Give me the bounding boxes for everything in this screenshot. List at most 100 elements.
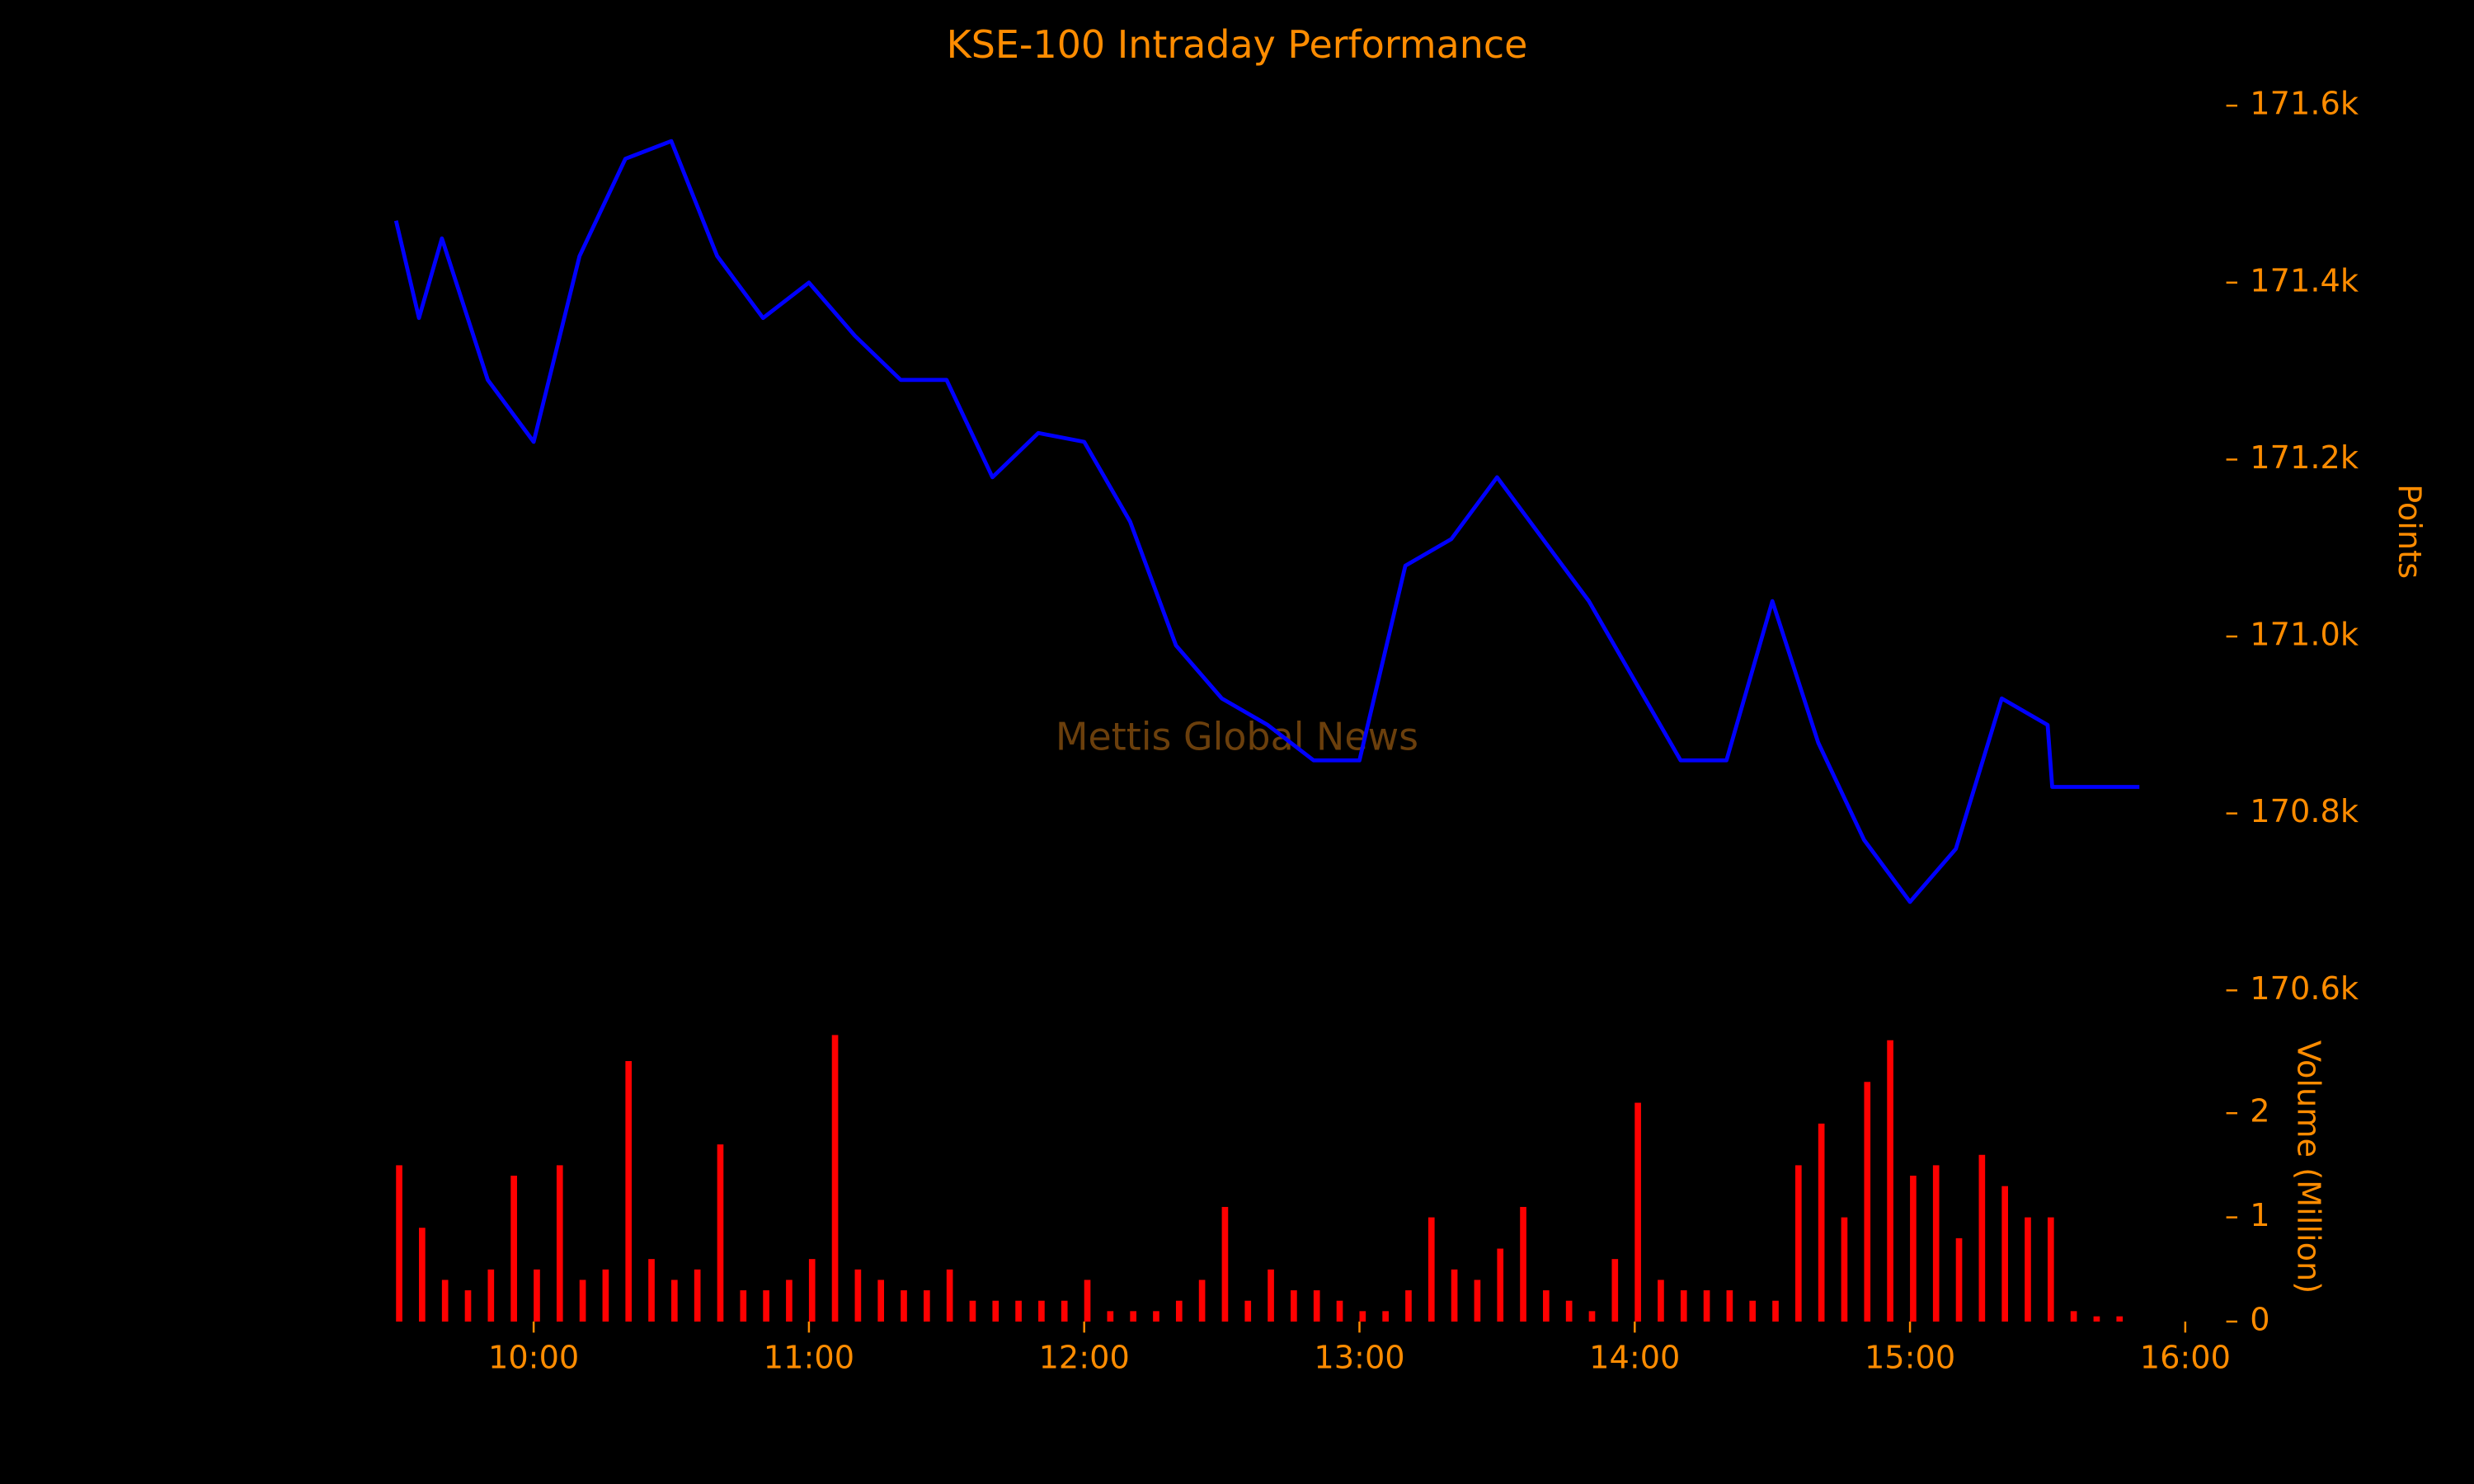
volume-bar xyxy=(625,1061,633,1322)
volume-bar xyxy=(2047,1217,2054,1322)
volume-bar xyxy=(1910,1176,1917,1322)
volume-bar xyxy=(510,1176,517,1322)
volume-bar xyxy=(923,1290,930,1322)
volume-bar xyxy=(1611,1259,1619,1322)
volume-bar xyxy=(2025,1217,2031,1322)
chart-title: KSE-100 Intraday Performance xyxy=(947,22,1528,67)
volume-bar xyxy=(694,1269,701,1322)
volume-bar xyxy=(763,1290,769,1322)
y-tick-label: 171.2k xyxy=(2250,439,2359,477)
y-tick-label: 170.8k xyxy=(2250,793,2359,830)
volume-bar xyxy=(1198,1280,1206,1322)
volume-bar xyxy=(1497,1248,1504,1322)
volume-bar xyxy=(441,1280,449,1322)
volume-bar xyxy=(671,1280,678,1322)
x-tick-label: 14:00 xyxy=(1589,1339,1680,1376)
volume-bar xyxy=(1061,1300,1068,1322)
volume-bar xyxy=(1359,1311,1366,1322)
volume-bar xyxy=(1841,1217,1848,1322)
volume-bar xyxy=(1588,1311,1596,1322)
volume-bar xyxy=(1932,1165,1940,1322)
y-tick-label: 1 xyxy=(2250,1197,2269,1234)
y-tick-label: 2 xyxy=(2250,1093,2269,1130)
volume-bar xyxy=(556,1165,563,1322)
volume-bar xyxy=(2093,1316,2100,1322)
volume-bar xyxy=(1818,1123,1825,1322)
volume-bar xyxy=(786,1280,793,1322)
volume-bar xyxy=(1451,1269,1458,1322)
volume-bar xyxy=(464,1290,472,1322)
y-tick-label: 0 xyxy=(2250,1301,2269,1338)
volume-bar xyxy=(396,1165,402,1322)
volume-bar xyxy=(854,1269,862,1322)
volume-bar xyxy=(2001,1186,2008,1322)
volume-bar xyxy=(717,1144,724,1322)
volume-bar xyxy=(740,1290,747,1322)
volume-bar xyxy=(831,1035,839,1322)
volume-bar xyxy=(969,1300,976,1322)
x-tick-label: 11:00 xyxy=(764,1339,854,1376)
volume-bar xyxy=(1474,1280,1481,1322)
watermark: Mettis Global News xyxy=(1056,715,1418,759)
volume-bar xyxy=(808,1259,816,1322)
volume-bar xyxy=(648,1259,655,1322)
volume-bar xyxy=(2070,1311,2077,1322)
volume-bar xyxy=(1084,1280,1091,1322)
y-tick-label: 171.4k xyxy=(2250,262,2359,299)
volume-bar xyxy=(1382,1311,1389,1322)
volume-bar xyxy=(1175,1300,1183,1322)
price-line xyxy=(393,139,2140,904)
y-axis-label: Points xyxy=(2391,484,2428,579)
volume-bar xyxy=(1336,1300,1343,1322)
volume-bar xyxy=(487,1269,495,1322)
x-tick-label: 12:00 xyxy=(1039,1339,1130,1376)
volume-bar xyxy=(1520,1206,1526,1322)
volume-bar xyxy=(1221,1206,1229,1322)
x-tick-label: 16:00 xyxy=(2140,1339,2231,1376)
volume-bar xyxy=(1749,1300,1757,1322)
volume-bar xyxy=(1978,1154,1986,1322)
volume-bar xyxy=(1268,1269,1274,1322)
volume-bar xyxy=(877,1280,885,1322)
volume-bar xyxy=(602,1269,609,1322)
x-tick-label: 10:00 xyxy=(488,1339,579,1376)
volume-bar xyxy=(992,1300,999,1322)
volume-bar xyxy=(534,1269,540,1322)
x-tick-label: 15:00 xyxy=(1865,1339,1955,1376)
volume-bar xyxy=(1244,1300,1252,1322)
volume-bar xyxy=(1887,1040,1893,1322)
volume-bar xyxy=(579,1280,586,1322)
x-tick-label: 13:00 xyxy=(1314,1339,1404,1376)
volume-bar xyxy=(1015,1300,1022,1322)
volume-bar xyxy=(1726,1290,1733,1322)
volume-bar xyxy=(1405,1290,1412,1322)
y-tick-label: 171.0k xyxy=(2250,617,2359,654)
volume-bar xyxy=(1130,1311,1136,1322)
volume-bar xyxy=(1153,1311,1159,1322)
volume-bar xyxy=(1634,1102,1641,1322)
volume-bar xyxy=(1795,1165,1802,1322)
volume-bar xyxy=(1864,1082,1871,1322)
volume-bar xyxy=(2116,1316,2124,1322)
volume-bar xyxy=(1680,1290,1687,1322)
volume-bar xyxy=(1291,1290,1297,1322)
volume-bar xyxy=(901,1290,907,1322)
volume-bar xyxy=(1955,1237,1963,1322)
y-tick-label: 170.6k xyxy=(2250,970,2359,1007)
volume-bar xyxy=(1427,1217,1435,1322)
volume-bar xyxy=(1703,1290,1710,1322)
y-axis-label: Volume (Million) xyxy=(2290,1040,2327,1294)
volume-bar xyxy=(946,1269,953,1322)
volume-bar xyxy=(1038,1300,1045,1322)
volume-bar xyxy=(1543,1290,1550,1322)
volume-bar xyxy=(1658,1280,1664,1322)
y-tick-label: 171.6k xyxy=(2250,86,2359,123)
volume-bar xyxy=(1107,1311,1114,1322)
volume-bar xyxy=(1565,1300,1573,1322)
volume-bar xyxy=(419,1228,426,1322)
volume-bar xyxy=(1313,1290,1320,1322)
volume-bar xyxy=(1772,1300,1779,1322)
